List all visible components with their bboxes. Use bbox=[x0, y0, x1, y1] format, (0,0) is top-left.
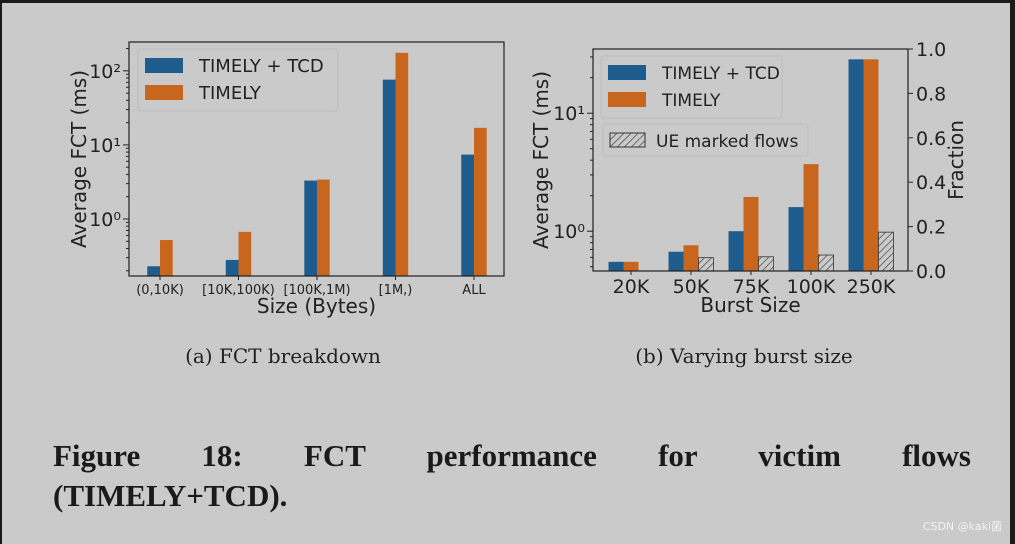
bar-timely bbox=[683, 245, 699, 271]
subcaption-b: (b) Varying burst size bbox=[635, 344, 853, 368]
bar-timely bbox=[623, 261, 639, 271]
bar-timely-tcd bbox=[225, 259, 239, 276]
bar-timely-tcd bbox=[461, 154, 474, 276]
plot-frame bbox=[128, 41, 505, 277]
y2-tick-label: 0.8 bbox=[916, 83, 946, 105]
bar-ue-marked-flows bbox=[698, 257, 714, 272]
figure-caption-line1: Figure 18: FCT performance for victim fl… bbox=[53, 438, 971, 473]
bar-timely bbox=[863, 59, 879, 271]
bar-ue-marked-flows bbox=[818, 254, 834, 272]
legend-label: TIMELY bbox=[661, 91, 721, 111]
bar-timely-tcd bbox=[147, 266, 160, 276]
subcaption-a: (a) FCT breakdown bbox=[185, 344, 381, 368]
legend-label: TIMELY + TCD bbox=[661, 64, 780, 84]
legend-label: TIMELY bbox=[198, 83, 262, 104]
y-tick-label: 10⁰ bbox=[89, 209, 121, 231]
bar-timely-tcd bbox=[788, 207, 804, 271]
x-tick-label: (0,10K) bbox=[136, 283, 184, 298]
y2-tick-label: 0.0 bbox=[916, 261, 946, 283]
bar-timely-tcd bbox=[728, 231, 744, 271]
x-tick-label: [10K,100K) bbox=[202, 283, 275, 298]
chart-burst-size: 10⁰ 10¹ 20K 50K 75K 100K 250K Burst Size Average… bbox=[529, 39, 968, 317]
bar-timely bbox=[395, 52, 409, 276]
bar-timely-tcd bbox=[668, 251, 684, 271]
y-tick-label: 10² bbox=[89, 61, 121, 83]
watermark: CSDN @kaki菌 bbox=[922, 520, 1002, 533]
x-tick-label: [100K,1M) bbox=[283, 283, 350, 298]
x-tick-label: 250K bbox=[847, 276, 896, 298]
y2-tick-label: 0.4 bbox=[916, 172, 946, 194]
bar-timely-tcd bbox=[382, 79, 396, 276]
y2-tick-label: 0.2 bbox=[916, 217, 946, 239]
legend-swatch bbox=[608, 92, 646, 107]
bar-timely-tcd bbox=[304, 180, 317, 276]
x-tick-label: 75K bbox=[733, 276, 770, 298]
x-tick-label: ALL bbox=[462, 283, 486, 298]
bar-timely-tcd bbox=[608, 261, 624, 271]
bar-timely bbox=[317, 179, 330, 276]
legend-label: UE marked flows bbox=[656, 132, 798, 152]
y2-tick-label: 1.0 bbox=[916, 39, 946, 61]
legend-swatch bbox=[608, 65, 646, 80]
legend-secondary bbox=[602, 123, 809, 157]
x-tick-label: 100K bbox=[787, 276, 836, 298]
bar-timely-tcd bbox=[848, 59, 864, 271]
bar-timely bbox=[238, 231, 252, 276]
legend-swatch-hatch bbox=[609, 132, 646, 148]
y-tick-label: 10¹ bbox=[553, 103, 585, 125]
y-tick-label: 10⁰ bbox=[553, 221, 585, 243]
legend bbox=[600, 55, 783, 119]
x-axis-label: Burst Size bbox=[700, 293, 800, 317]
bar-timely bbox=[743, 196, 759, 271]
bar-ue-marked-flows bbox=[878, 231, 894, 272]
bar-timely bbox=[474, 127, 487, 276]
y-axis-label: Average FCT (ms) bbox=[529, 71, 553, 249]
y-tick-label: 10¹ bbox=[89, 135, 121, 157]
plot-frame bbox=[592, 48, 909, 272]
bar-timely bbox=[803, 164, 819, 271]
x-axis-label: Size (Bytes) bbox=[257, 294, 376, 318]
x-tick-label: [1M,) bbox=[379, 283, 413, 298]
y2-tick-label: 0.6 bbox=[916, 128, 946, 150]
legend-label: TIMELY + TCD bbox=[198, 56, 324, 77]
x-tick-label: 50K bbox=[673, 276, 710, 298]
y-axis-label: Average FCT (ms) bbox=[67, 70, 91, 248]
x-tick-label: 20K bbox=[613, 276, 650, 298]
legend-swatch bbox=[145, 58, 183, 73]
legend bbox=[137, 48, 339, 112]
legend-swatch bbox=[145, 85, 183, 100]
bar-timely bbox=[160, 240, 173, 276]
chart-fct-breakdown: 10⁰ 10¹ 10² (0,10K) [10K,100K) [100K,1M) [1M,)… bbox=[67, 41, 505, 318]
bar-ue-marked-flows bbox=[758, 256, 774, 272]
figure-caption-line2: (TIMELY+TCD). bbox=[53, 478, 288, 513]
y2-axis-label: Fraction bbox=[944, 120, 968, 200]
